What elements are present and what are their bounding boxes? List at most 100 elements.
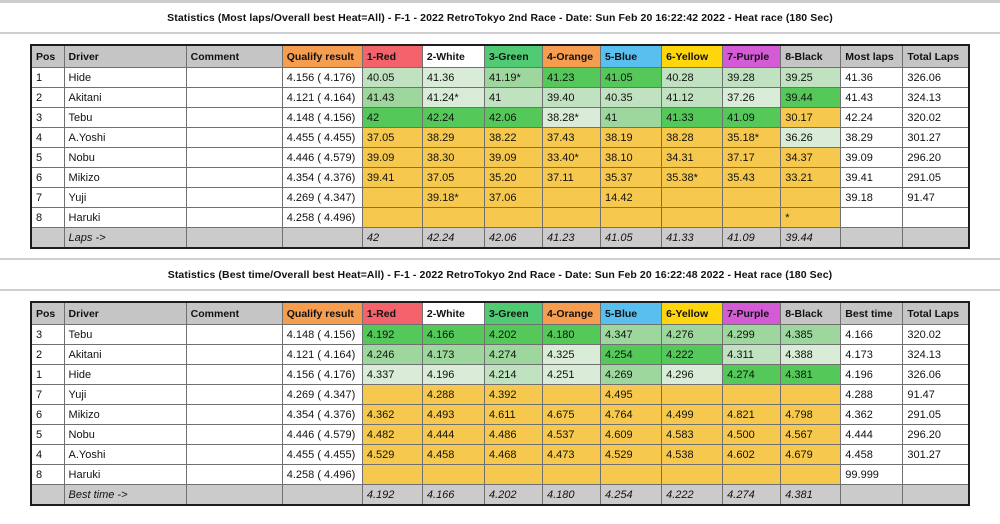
comment-cell [185, 344, 283, 365]
heat-cell-5-blue: 38.19 [600, 127, 663, 148]
heat-cell-6-yellow: 4.583 [661, 424, 724, 445]
pos-cell: 8 [30, 464, 65, 485]
heat-cell-2-white [421, 207, 485, 228]
driver-cell: Haruki [63, 207, 187, 228]
comment-cell [185, 404, 283, 425]
qualify-cell: 4.258 ( 4.496) [281, 464, 363, 485]
driver-cell: Nobu [63, 147, 187, 168]
most-laps-cell: 39.18 [840, 187, 904, 208]
footer-heat-cell-1-red: 42 [361, 227, 423, 249]
heat-cell-2-white: 41.24* [421, 87, 485, 108]
heat-cell-5-blue: 41.05 [600, 67, 663, 88]
footer-total-cell [902, 227, 970, 249]
total-laps-cell: 91.47 [902, 187, 970, 208]
heat-cell-1-red: 4.337 [361, 364, 423, 385]
column-header-pos: Pos [30, 44, 65, 68]
heat-cell-8-black: 39.44 [780, 87, 842, 108]
footer-heat-cell-8-black: 4.381 [780, 484, 842, 506]
heat-cell-7-purple: 4.821 [722, 404, 782, 425]
qualify-cell: 4.455 ( 4.455) [281, 127, 363, 148]
driver-cell: Nobu [63, 424, 187, 445]
comment-cell [185, 167, 283, 188]
footer-heat-cell-6-yellow: 41.33 [661, 227, 724, 249]
comment-cell [185, 424, 283, 445]
footer-heat-cell-1-red: 4.192 [361, 484, 423, 506]
qualify-cell: 4.446 ( 4.579) [281, 147, 363, 168]
comment-cell [185, 364, 283, 385]
footer-heat-cell-8-black: 39.44 [780, 227, 842, 249]
heat-cell-7-purple [722, 187, 782, 208]
heat-cell-8-black: 4.567 [780, 424, 842, 445]
column-header-8-black: 8-Black [780, 44, 842, 68]
comment-cell [185, 67, 283, 88]
pos-cell: 2 [30, 87, 65, 108]
heat-cell-8-black: 30.17 [780, 107, 842, 128]
heat-cell-4-orange [541, 384, 602, 405]
heat-cell-7-purple: 4.500 [722, 424, 782, 445]
heat-cell-7-purple [722, 207, 782, 228]
heat-cell-1-red [361, 464, 423, 485]
heat-cell-7-purple: 4.602 [722, 444, 782, 465]
pos-cell: 3 [30, 107, 65, 128]
column-header-5-blue: 5-Blue [600, 301, 663, 325]
heat-cell-6-yellow [661, 187, 724, 208]
pos-cell: 7 [30, 187, 65, 208]
heat-cell-6-yellow [661, 207, 724, 228]
most-laps-cell: 39.41 [840, 167, 904, 188]
heat-cell-1-red: 37.05 [361, 127, 423, 148]
heat-cell-7-purple: 35.43 [722, 167, 782, 188]
most-laps-cell: 39.09 [840, 147, 904, 168]
heat-cell-2-white: 4.458 [421, 444, 485, 465]
footer-heat-cell-6-yellow: 4.222 [661, 484, 724, 506]
heat-cell-7-purple: 4.299 [722, 324, 782, 345]
driver-cell: Yuji [63, 187, 187, 208]
pos-cell: 5 [30, 424, 65, 445]
heat-cell-7-purple: 37.26 [722, 87, 782, 108]
heat-cell-5-blue: 4.495 [600, 384, 663, 405]
heat-cell-2-white: 4.166 [421, 324, 485, 345]
comment-cell [185, 324, 283, 345]
heat-cell-6-yellow: 4.222 [661, 344, 724, 365]
heat-cell-5-blue: 4.609 [600, 424, 663, 445]
heat-cell-6-yellow: 4.296 [661, 364, 724, 385]
heat-cell-8-black: 34.37 [780, 147, 842, 168]
table-row-akitani: 2 Akitani 4.121 ( 4.164) 41.43 41.24* 41 39.40… [30, 87, 970, 108]
column-header-qualify-result: Qualify result [281, 44, 363, 68]
stats-table-best-time: Pos Driver Comment Qualify result 1-Red 2-Whi… [30, 301, 970, 506]
heat-cell-1-red [361, 207, 423, 228]
qualify-cell: 4.156 ( 4.176) [281, 67, 363, 88]
footer-summary-cell [840, 227, 904, 249]
heat-cell-8-black [780, 384, 842, 405]
footer-comment-cell [185, 227, 283, 249]
section-divider [0, 258, 1000, 260]
heat-cell-7-purple: 35.18* [722, 127, 782, 148]
qualify-cell: 4.156 ( 4.176) [281, 364, 363, 385]
table-row-hide: 1 Hide 4.156 ( 4.176) 40.05 41.36 41.19* 41.23… [30, 67, 970, 88]
report-title-most-laps: Statistics (Most laps/Overall best Heat=… [167, 12, 833, 24]
heat-cell-5-blue [600, 207, 663, 228]
best-time-cell: 4.288 [840, 384, 904, 405]
column-header-3-green: 3-Green [483, 301, 544, 325]
heat-cell-7-purple [722, 464, 782, 485]
heat-cell-2-white: 41.36 [421, 67, 485, 88]
heat-cell-8-black: 4.798 [780, 404, 842, 425]
comment-cell [185, 464, 283, 485]
heat-cell-6-yellow: 41.33 [661, 107, 724, 128]
heat-cell-1-red [361, 384, 423, 405]
pos-cell: 5 [30, 147, 65, 168]
driver-cell: Mikizo [63, 167, 187, 188]
heat-cell-2-white: 4.173 [421, 344, 485, 365]
qualify-cell: 4.446 ( 4.579) [281, 424, 363, 445]
column-header-driver: Driver [63, 44, 187, 68]
heat-cell-7-purple [722, 384, 782, 405]
table-row-nobu: 5 Nobu 4.446 ( 4.579) 4.482 4.444 4.486 4.537 4… [30, 424, 970, 445]
heat-cell-3-green: 37.06 [483, 187, 544, 208]
column-header-7-purple: 7-Purple [722, 44, 782, 68]
total-laps-cell [902, 464, 970, 485]
heat-cell-4-orange [541, 207, 602, 228]
footer-qualify-cell [281, 484, 363, 506]
heat-cell-1-red: 4.246 [361, 344, 423, 365]
heat-cell-4-orange: 4.537 [541, 424, 602, 445]
column-header-pos: Pos [30, 301, 65, 325]
heat-cell-1-red: 42 [361, 107, 423, 128]
